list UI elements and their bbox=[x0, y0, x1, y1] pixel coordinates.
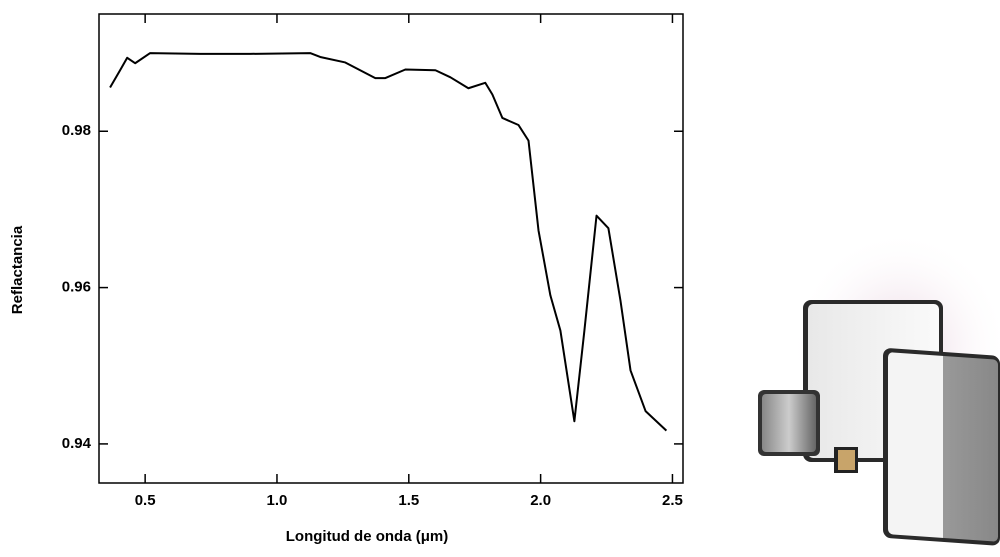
x-tick-label: 2.5 bbox=[662, 492, 683, 509]
x-tick-label: 1.0 bbox=[267, 492, 288, 509]
x-axis-label: Longitud de onda (μm) bbox=[286, 528, 448, 545]
line-series bbox=[109, 52, 668, 432]
x-tick-label: 0.5 bbox=[135, 492, 156, 509]
plot-frame bbox=[98, 13, 684, 484]
y-tick-label: 0.96 bbox=[62, 279, 91, 296]
y-axis-label: Reflactancia bbox=[9, 225, 26, 314]
x-tick-label: 1.5 bbox=[398, 492, 419, 509]
y-tick-label: 0.94 bbox=[62, 435, 92, 452]
product-photo bbox=[758, 230, 1000, 546]
y-tick-label: 0.98 bbox=[62, 122, 91, 139]
x-tick-label: 2.0 bbox=[530, 492, 551, 509]
